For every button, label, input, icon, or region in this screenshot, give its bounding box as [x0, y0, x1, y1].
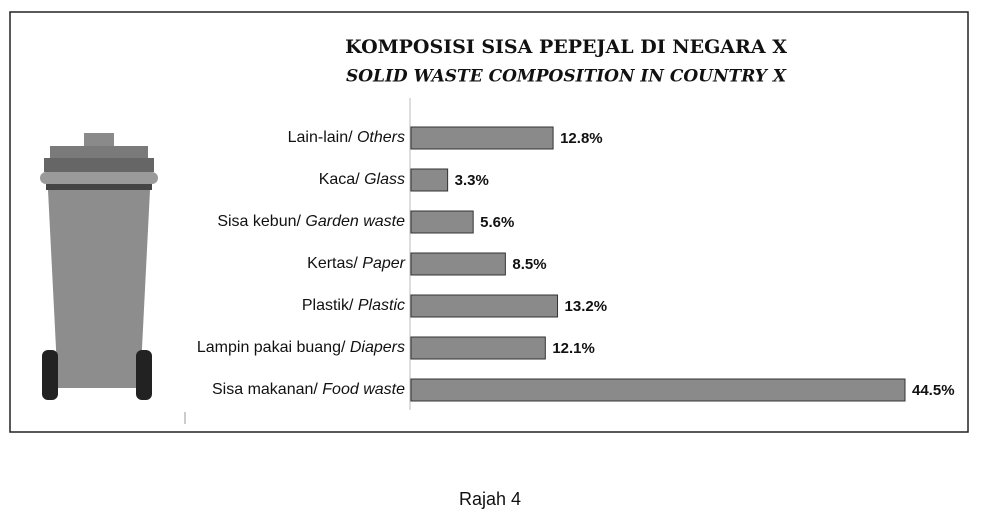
value-label: 12.8%	[560, 130, 603, 147]
figure-caption: Rajah 4	[459, 489, 521, 509]
value-label: 12.1%	[552, 340, 595, 357]
chart-title: KOMPOSISI SISA PEPEJAL DI NEGARA X	[345, 36, 787, 58]
value-label: 3.3%	[455, 172, 489, 189]
bar	[410, 336, 546, 360]
chart-subtitle: SOLID WASTE COMPOSITION IN COUNTRY X	[346, 67, 787, 87]
category-label: Sisa makanan/ Food waste	[212, 381, 405, 398]
value-label: 8.5%	[512, 256, 546, 273]
category-label: Lampin pakai buang/ Diapers	[197, 339, 405, 356]
value-label: 44.5%	[912, 382, 955, 399]
bar	[410, 378, 906, 402]
bin-icon	[40, 133, 158, 400]
category-label: Sisa kebun/ Garden waste	[217, 213, 405, 230]
category-label: Kertas/ Paper	[307, 255, 406, 272]
category-label: Kaca/ Glass	[319, 171, 405, 188]
bar	[410, 210, 474, 234]
bar	[410, 294, 559, 318]
bar	[410, 168, 449, 192]
value-label: 13.2%	[565, 298, 608, 315]
bar	[410, 126, 554, 150]
value-label: 5.6%	[480, 214, 514, 231]
chart-frame	[9, 11, 969, 433]
category-label: Plastik/ Plastic	[302, 297, 405, 314]
category-label: Lain-lain/ Others	[288, 129, 405, 146]
bar	[410, 252, 506, 276]
